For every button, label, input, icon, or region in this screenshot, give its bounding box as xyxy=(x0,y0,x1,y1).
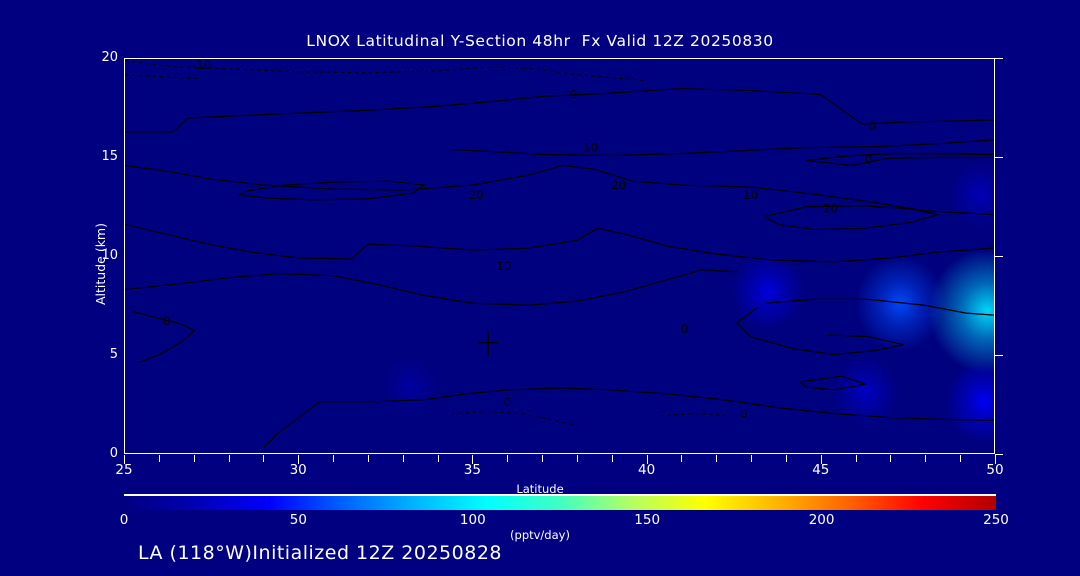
x-tick-mark xyxy=(193,455,195,462)
footer-caption: LA (118°W)Initialized 12Z 20250828 xyxy=(138,542,502,564)
field-hot-spot xyxy=(948,160,994,230)
colorbar-tick-label: 200 xyxy=(808,512,835,528)
y-tick-label: 20 xyxy=(101,50,118,65)
y-tick-label: 10 xyxy=(101,248,118,263)
x-tick-mark xyxy=(298,455,300,464)
contour-label: 0 xyxy=(869,119,877,133)
x-tick-label: 30 xyxy=(289,462,307,478)
field-hot-spot xyxy=(928,249,994,374)
contour-label: 0 xyxy=(163,314,171,328)
contour-label: 20 xyxy=(611,178,626,192)
y-tick-label: 0 xyxy=(109,446,118,461)
y-tick-mark xyxy=(995,454,1003,455)
contour-line xyxy=(806,152,994,166)
contour-line xyxy=(799,375,866,391)
colorbar-tick-label: 250 xyxy=(983,512,1009,528)
contour-label: 0 xyxy=(865,152,873,166)
contour-label: 20 xyxy=(468,188,483,202)
x-tick-mark xyxy=(228,455,230,462)
contour-label: 0 xyxy=(504,395,512,409)
contour-line xyxy=(125,87,994,133)
x-tick-mark xyxy=(751,455,753,462)
contour-label: 0 xyxy=(681,322,689,336)
contour-label: 10 xyxy=(743,188,758,202)
colorbar xyxy=(124,494,996,510)
plot-frame: -10 0 10 0 0 20 20 10 20 10 0 0 0 0 xyxy=(124,58,995,454)
x-tick-mark xyxy=(263,455,265,462)
y-tick-mark xyxy=(995,58,1003,59)
field-hot-spot xyxy=(381,354,440,418)
contour-line xyxy=(764,205,939,231)
x-tick-mark xyxy=(576,455,578,462)
x-tick-mark xyxy=(437,455,439,462)
x-tick-mark xyxy=(507,455,509,462)
contour-line xyxy=(451,411,577,427)
x-tick-mark xyxy=(402,455,404,462)
contour-line xyxy=(125,60,647,82)
colorbar-tick-label: 150 xyxy=(634,512,661,528)
y-tick-label: 5 xyxy=(109,347,118,362)
contour-line xyxy=(237,180,426,201)
x-tick-mark xyxy=(333,455,335,462)
contour-label: 0 xyxy=(740,407,748,421)
contour-line xyxy=(764,298,994,316)
x-tick-mark xyxy=(124,455,125,464)
x-tick-label: 45 xyxy=(812,462,830,478)
y-tick-label: 15 xyxy=(101,149,118,164)
field-hot-spot xyxy=(731,252,805,331)
contour-line xyxy=(660,413,730,417)
contour-line xyxy=(125,223,994,263)
x-tick-mark xyxy=(820,455,822,464)
colorbar-tick-label: 0 xyxy=(119,512,129,528)
x-tick-mark xyxy=(472,455,474,464)
contour-line xyxy=(125,164,994,216)
y-axis-ticks: 0 5 10 15 20 xyxy=(70,0,118,576)
colorbar-units-label: (pptv/day) xyxy=(510,528,570,542)
x-tick-mark xyxy=(716,455,718,462)
x-tick-label: 50 xyxy=(986,462,1004,478)
field-hot-spot xyxy=(945,360,994,443)
x-tick-mark xyxy=(542,455,544,462)
x-tick-mark xyxy=(890,455,892,462)
x-tick-mark xyxy=(367,455,369,462)
y-tick-mark xyxy=(995,355,1003,356)
x-tick-label: 25 xyxy=(115,462,133,478)
contour-line xyxy=(263,401,321,448)
x-tick-label: 35 xyxy=(463,462,481,478)
contour-label: -10 xyxy=(192,59,212,72)
contour-line xyxy=(451,139,994,157)
contour-label: 20 xyxy=(823,202,838,216)
x-tick-mark xyxy=(855,455,857,462)
contour-line xyxy=(735,306,904,356)
colorbar-tick-label: 50 xyxy=(289,512,307,528)
x-tick-mark xyxy=(785,455,787,462)
contour-line xyxy=(319,387,994,422)
x-tick-mark xyxy=(960,455,962,462)
y-tick-mark xyxy=(995,256,1003,257)
contour-label: 0 xyxy=(570,87,578,101)
x-tick-mark xyxy=(646,455,648,464)
colorbar-gradient xyxy=(124,496,996,510)
x-tick-mark xyxy=(681,455,683,462)
x-axis-label: Latitude xyxy=(516,482,564,496)
x-tick-mark xyxy=(995,455,996,464)
contour-plot-canvas: -10 0 10 0 0 20 20 10 20 10 0 0 0 0 xyxy=(125,59,994,453)
x-tick-mark xyxy=(925,455,927,462)
contour-label: 10 xyxy=(496,259,511,273)
x-tick-mark xyxy=(611,455,613,462)
colorbar-tick-label: 100 xyxy=(459,512,486,528)
contour-line xyxy=(131,310,196,363)
chart-title: LNOX Latitudinal Y-Section 48hr Fx Valid… xyxy=(306,32,774,50)
field-hot-spot xyxy=(832,356,899,428)
y-tick-mark xyxy=(995,157,1003,158)
x-tick-label: 40 xyxy=(638,462,656,478)
x-tick-mark xyxy=(158,455,160,462)
contour-label: 10 xyxy=(583,141,598,155)
contour-line xyxy=(125,269,737,306)
